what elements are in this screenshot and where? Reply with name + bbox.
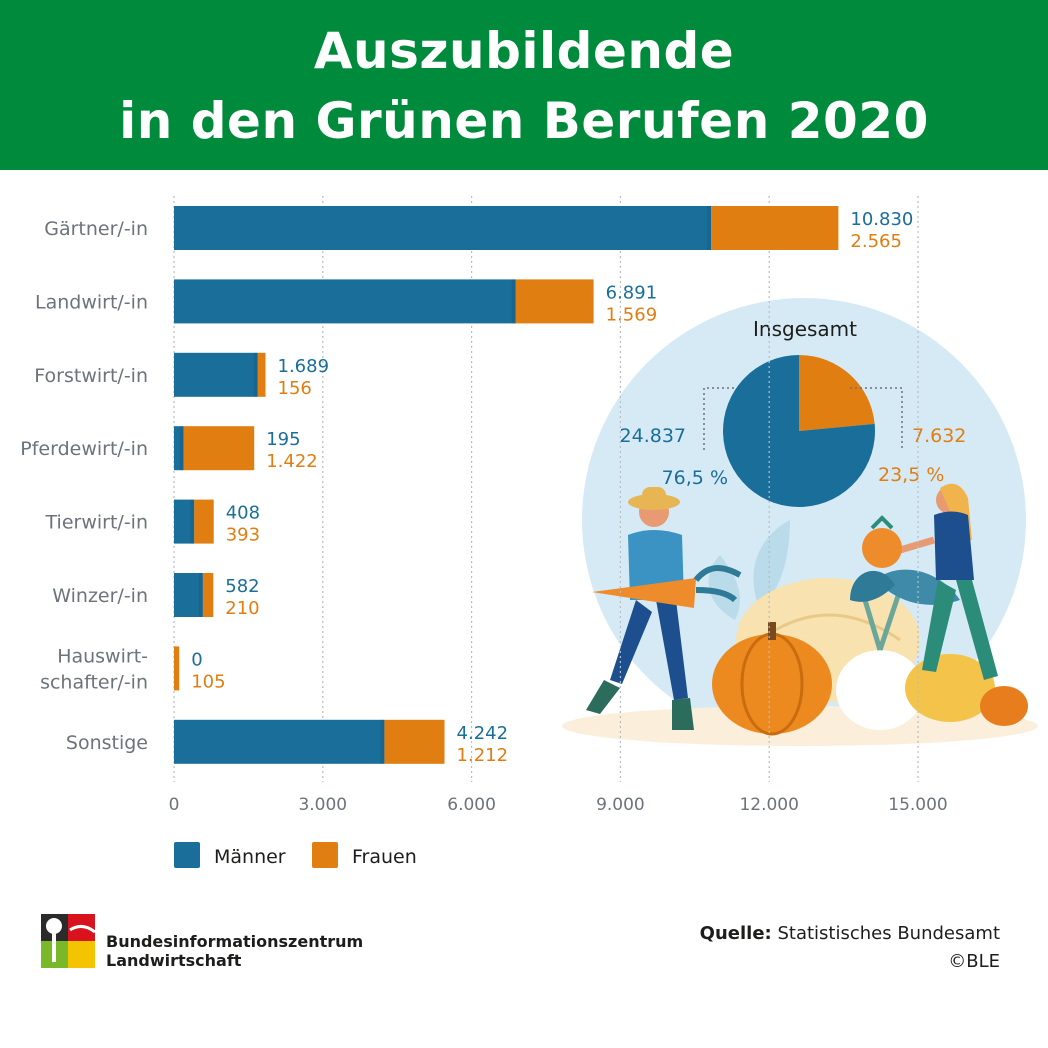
category-label: Pferdewirt/-in [20, 438, 148, 460]
category-label: Forstwirt/-in [34, 365, 148, 387]
chart-x-axis: 0 3.000 6.000 9.000 12.000 15.000 [169, 795, 948, 815]
bar-shade [179, 426, 184, 471]
source-text: Statistisches Bundesamt [777, 923, 1000, 944]
value-label-frauen: 156 [278, 378, 312, 399]
value-label-maenner: 195 [266, 429, 300, 450]
bar-maenner [174, 352, 258, 397]
bar-maenner [174, 573, 203, 617]
value-label-maenner: 1.689 [278, 356, 330, 377]
value-label-maenner: 408 [226, 503, 260, 524]
bar-frauen [194, 499, 214, 544]
title-line-2: in den Grünen Berufen 2020 [119, 92, 929, 150]
source-note: Quelle: Statistisches Bundesamt ©BLE [700, 920, 1000, 976]
source-label: Quelle: [699, 923, 772, 944]
category-label: schafter/-in [40, 671, 148, 693]
x-tick-label: 9.000 [596, 795, 645, 815]
bar-maenner [174, 499, 195, 544]
value-label-frauen: 1.422 [266, 451, 318, 472]
bar-frauen [515, 279, 594, 324]
pie-value-maenner: 24.837 [620, 425, 686, 447]
chart-category-labels: Gärtner/-in Landwirt/-in Forstwirt/-in Pfer… [20, 218, 148, 754]
value-label-frauen: 393 [226, 525, 260, 546]
copyright: ©BLE [948, 951, 1000, 972]
x-tick-label: 15.000 [888, 795, 947, 815]
bar-shade [380, 719, 385, 764]
pie-leader-frauen [850, 387, 903, 450]
bar-maenner [174, 206, 712, 250]
x-tick-label: 12.000 [739, 795, 798, 815]
title-line-1: Auszubildende [313, 22, 735, 80]
value-label-frauen: 105 [191, 671, 225, 692]
org-line-2: Landwirtschaft [106, 951, 242, 970]
bar-frauen [711, 206, 839, 250]
title-banner: Auszubildende in den Grünen Berufen 2020 [0, 0, 1048, 170]
x-tick-label: 6.000 [447, 795, 496, 815]
bar-shade [253, 352, 258, 397]
pie-value-frauen: 7.632 [912, 425, 966, 447]
bar-shade [198, 573, 203, 617]
pie-slice [799, 355, 875, 431]
pie-percent-frauen: 23,5 % [878, 464, 944, 486]
value-label-maenner: 6.891 [606, 282, 658, 303]
pie-percent-maenner: 76,5 % [662, 467, 728, 489]
value-label-frauen: 210 [225, 598, 259, 619]
category-label: Hauswirt- [57, 645, 148, 667]
x-tick-label: 0 [169, 795, 180, 815]
value-label-frauen: 1.212 [457, 745, 509, 766]
footer-organisation: Bundesinformationszentrum Landwirtschaft [106, 932, 363, 970]
bar-maenner [174, 279, 516, 324]
chart-legend: Männer Frauen [174, 842, 417, 868]
legend-label-maenner: Männer [214, 846, 286, 868]
value-label-maenner: 4.242 [457, 723, 509, 744]
pie-title: Insgesamt [753, 317, 857, 341]
pie-slice [723, 355, 875, 507]
legend-label-frauen: Frauen [352, 846, 417, 868]
category-label: Landwirt/-in [35, 291, 148, 313]
bar-shade [511, 279, 516, 324]
category-label: Gärtner/-in [44, 218, 148, 240]
bar-frauen [384, 719, 445, 764]
x-tick-label: 3.000 [298, 795, 347, 815]
bar-frauen [183, 426, 255, 471]
bar-frauen [257, 352, 266, 397]
bar-maenner [174, 719, 385, 764]
bar-maenner [174, 426, 184, 471]
pie-chart: Insgesamt 24.837 76,5 % 7.632 23,5 % [620, 317, 966, 507]
bar-frauen [202, 573, 214, 617]
category-label: Sonstige [66, 732, 148, 754]
category-label: Winzer/-in [52, 585, 148, 607]
bar-shade [190, 499, 195, 544]
category-label: Tierwirt/-in [45, 512, 148, 534]
org-line-1: Bundesinformationszentrum [106, 932, 364, 951]
ble-logo [41, 914, 96, 968]
bar-frauen [174, 646, 180, 691]
bar-shade [707, 206, 712, 250]
value-label-maenner: 0 [191, 649, 202, 670]
value-label-frauen: 1.569 [606, 304, 658, 325]
value-label-maenner: 582 [225, 576, 259, 597]
value-label-frauen: 2.565 [850, 231, 902, 252]
value-label-maenner: 10.830 [850, 209, 913, 230]
legend-swatch-maenner [174, 842, 200, 868]
legend-swatch-frauen [312, 842, 338, 868]
pie-leader-maenner [703, 387, 736, 450]
